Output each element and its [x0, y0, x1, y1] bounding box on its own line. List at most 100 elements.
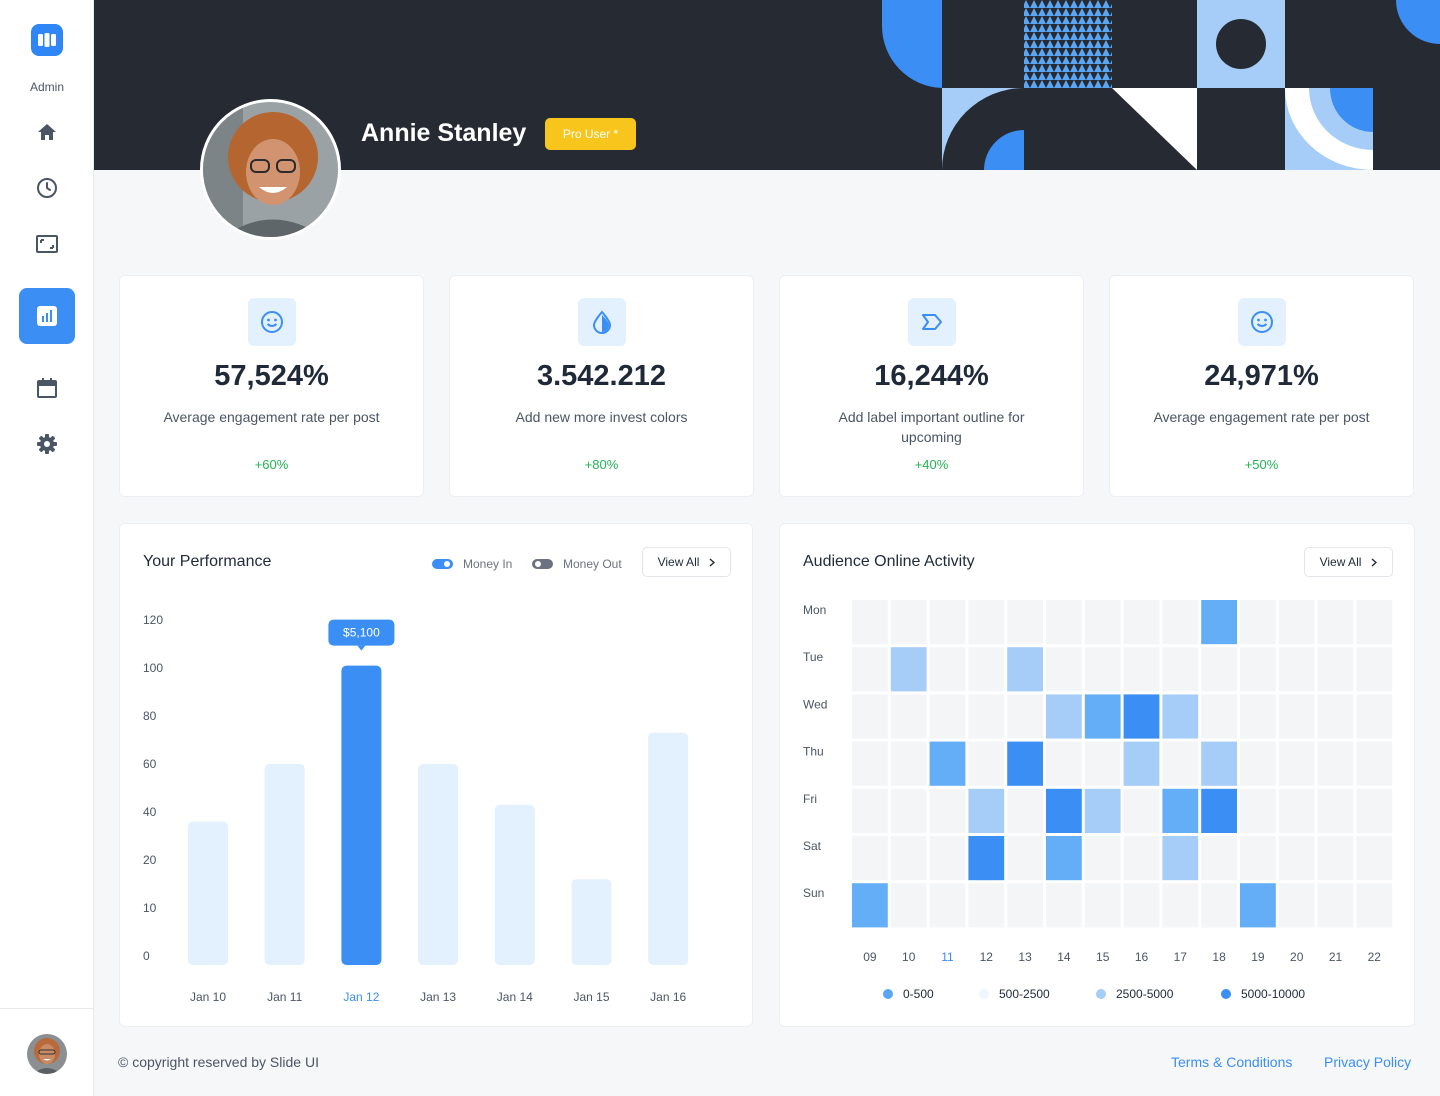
heat-cell[interactable] — [852, 694, 888, 739]
heat-cell[interactable] — [929, 647, 966, 692]
heat-cell[interactable] — [1084, 694, 1121, 739]
heat-cell[interactable] — [929, 788, 966, 833]
heat-cell[interactable] — [890, 694, 927, 739]
heat-cell[interactable] — [1240, 741, 1276, 786]
heat-cell[interactable] — [1356, 694, 1393, 739]
heat-cell[interactable] — [1007, 647, 1043, 692]
heat-cell[interactable] — [929, 741, 966, 786]
app-logo[interactable] — [31, 24, 63, 56]
heat-cell[interactable] — [968, 883, 1005, 928]
heat-cell[interactable] — [852, 836, 888, 881]
heat-cell[interactable] — [1162, 647, 1199, 692]
bar[interactable] — [571, 879, 612, 965]
profile-avatar[interactable] — [200, 99, 341, 240]
heat-cell[interactable] — [1162, 600, 1199, 645]
heat-cell[interactable] — [1240, 647, 1276, 692]
heat-cell[interactable] — [1084, 836, 1121, 881]
heat-cell[interactable] — [1240, 694, 1276, 739]
terms-link[interactable]: Terms & Conditions — [1171, 1054, 1293, 1070]
view-all-button[interactable]: View All — [1304, 547, 1393, 577]
bar[interactable] — [341, 665, 382, 965]
heat-cell[interactable] — [929, 836, 966, 881]
nav-calendar[interactable] — [19, 360, 75, 416]
heat-cell[interactable] — [1007, 883, 1043, 928]
pro-user-badge[interactable]: Pro User * — [545, 118, 636, 150]
bar[interactable] — [494, 804, 535, 965]
nav-media[interactable] — [19, 216, 75, 272]
heat-cell[interactable] — [890, 647, 927, 692]
heat-cell[interactable] — [1317, 600, 1354, 645]
heat-cell[interactable] — [1084, 647, 1121, 692]
view-all-button[interactable]: View All — [642, 547, 731, 577]
heat-cell[interactable] — [1317, 694, 1354, 739]
heat-cell[interactable] — [1084, 600, 1121, 645]
privacy-link[interactable]: Privacy Policy — [1324, 1054, 1412, 1070]
heat-cell[interactable] — [1046, 836, 1082, 881]
bar[interactable] — [418, 764, 459, 965]
heat-cell[interactable] — [1007, 788, 1043, 833]
toggle-switch-on[interactable] — [432, 559, 453, 569]
heat-cell[interactable] — [968, 647, 1005, 692]
heat-cell[interactable] — [1123, 647, 1160, 692]
heat-cell[interactable] — [929, 883, 966, 928]
heat-cell[interactable] — [1162, 788, 1199, 833]
heat-cell[interactable] — [1162, 694, 1199, 739]
heat-cell[interactable] — [852, 741, 888, 786]
heat-cell[interactable] — [1278, 741, 1315, 786]
heat-cell[interactable] — [1007, 694, 1043, 739]
heat-cell[interactable] — [1317, 883, 1354, 928]
heat-cell[interactable] — [1046, 647, 1082, 692]
heat-cell[interactable] — [968, 741, 1005, 786]
heat-cell[interactable] — [1046, 600, 1082, 645]
nav-home[interactable] — [19, 104, 75, 160]
heat-cell[interactable] — [1007, 836, 1043, 881]
heat-cell[interactable] — [1201, 600, 1237, 645]
heat-cell[interactable] — [1356, 600, 1393, 645]
heat-cell[interactable] — [890, 788, 927, 833]
heat-cell[interactable] — [1240, 788, 1276, 833]
heat-cell[interactable] — [968, 694, 1005, 739]
heat-cell[interactable] — [1317, 647, 1354, 692]
heat-cell[interactable] — [968, 788, 1005, 833]
heat-cell[interactable] — [1201, 741, 1237, 786]
heat-cell[interactable] — [1356, 647, 1393, 692]
heat-cell[interactable] — [1201, 788, 1237, 833]
heat-cell[interactable] — [1046, 741, 1082, 786]
heat-cell[interactable] — [1356, 883, 1393, 928]
heat-cell[interactable] — [1007, 741, 1043, 786]
heat-cell[interactable] — [1123, 836, 1160, 881]
heat-cell[interactable] — [1201, 883, 1237, 928]
heat-cell[interactable] — [890, 741, 927, 786]
heat-cell[interactable] — [1201, 694, 1237, 739]
heat-cell[interactable] — [852, 788, 888, 833]
heat-cell[interactable] — [1278, 836, 1315, 881]
heat-cell[interactable] — [1162, 883, 1199, 928]
heat-cell[interactable] — [852, 647, 888, 692]
heat-cell[interactable] — [1084, 788, 1121, 833]
heat-cell[interactable] — [1162, 836, 1199, 881]
nav-settings[interactable] — [19, 416, 75, 472]
heat-cell[interactable] — [1201, 836, 1237, 881]
toggle-switch-off[interactable] — [532, 559, 553, 569]
heat-cell[interactable] — [852, 883, 888, 928]
heat-cell[interactable] — [968, 600, 1005, 645]
heat-cell[interactable] — [890, 600, 927, 645]
heat-cell[interactable] — [852, 600, 888, 645]
heat-cell[interactable] — [1240, 600, 1276, 645]
heat-cell[interactable] — [1046, 883, 1082, 928]
heat-cell[interactable] — [1356, 836, 1393, 881]
heat-cell[interactable] — [1278, 883, 1315, 928]
heat-cell[interactable] — [1123, 883, 1160, 928]
heat-cell[interactable] — [1123, 694, 1160, 739]
nav-analytics[interactable] — [19, 288, 75, 344]
heat-cell[interactable] — [1123, 600, 1160, 645]
heat-cell[interactable] — [1240, 836, 1276, 881]
money-in-toggle[interactable]: Money In — [432, 557, 512, 571]
heat-cell[interactable] — [1317, 836, 1354, 881]
bar[interactable] — [188, 821, 228, 965]
nav-history[interactable] — [19, 160, 75, 216]
heat-cell[interactable] — [1317, 741, 1354, 786]
heat-cell[interactable] — [1278, 647, 1315, 692]
money-out-toggle[interactable]: Money Out — [532, 557, 622, 571]
heat-cell[interactable] — [1123, 788, 1160, 833]
